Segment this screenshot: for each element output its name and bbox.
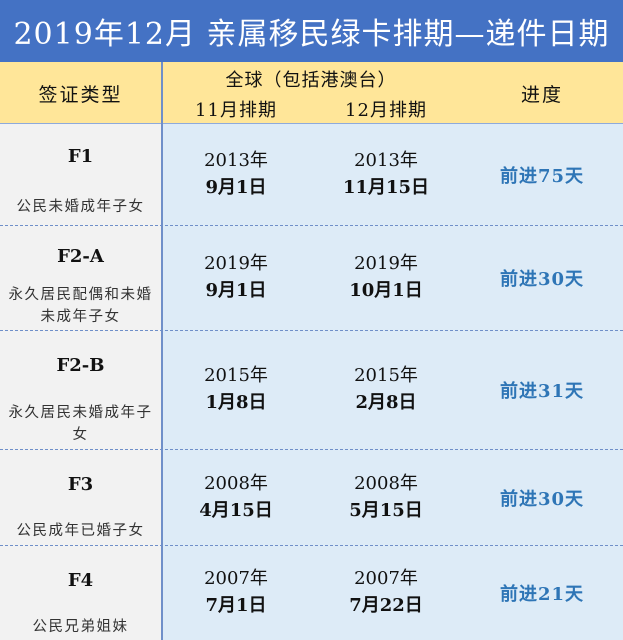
dec-year: 2007年 [354, 568, 418, 589]
dec-date: 2015年 2月8日 [311, 363, 461, 417]
nov-day: 7月1日 [205, 595, 267, 616]
visa-type-cell: F2-A 永久居民配偶和未婚未成年子女 [0, 226, 161, 330]
table-row: F2-B 永久居民未婚成年子女 2015年 1月8日 2015年 2月8日 前进… [0, 331, 623, 450]
header-visa-type: 签证类型 [38, 83, 123, 106]
dec-date: 2007年 7月22日 [311, 566, 461, 620]
table-row: F1 公民未婚成年子女 2013年 9月1日 2013年 11月15日 前进75… [0, 124, 623, 226]
header-nov-schedule: 11月排期 [195, 100, 277, 121]
dec-day: 10月1日 [349, 280, 423, 301]
dec-date: 2008年 5月15日 [311, 471, 461, 525]
header-dec-schedule: 12月排期 [345, 100, 427, 121]
header-progress: 进度 [520, 83, 563, 106]
dec-year: 2008年 [354, 472, 418, 494]
table-header: 签证类型 全球（包括港澳台） 11月排期 12月排期 进度 [0, 62, 623, 124]
table-row: F2-A 永久居民配偶和未婚未成年子女 2019年 9月1日 2019年 10月… [0, 226, 623, 331]
dec-day: 7月22日 [349, 595, 423, 616]
dec-day: 5月15日 [349, 499, 423, 521]
dec-year: 2019年 [354, 253, 418, 274]
dec-date: 2019年 10月1日 [311, 251, 461, 305]
visa-type-column-bg [0, 124, 161, 640]
progress-value: 前进30天 [499, 269, 585, 290]
dec-date: 2013年 11月15日 [311, 148, 461, 202]
nov-day: 4月15日 [199, 499, 273, 521]
nov-date: 2015年 1月8日 [161, 363, 311, 417]
visa-description: 公民成年已婚子女 [16, 523, 145, 539]
visa-code: F1 [67, 146, 94, 167]
visa-type-cell: F4 公民兄弟姐妹 [0, 546, 161, 640]
visa-code: F2-A [57, 246, 104, 267]
nov-year: 2008年 [204, 472, 268, 494]
dec-day: 2月8日 [355, 392, 417, 413]
visa-type-cell: F1 公民未婚成年子女 [0, 124, 161, 225]
header-global-group: 全球（包括港澳台） 11月排期 12月排期 [161, 62, 461, 124]
visa-code: F2-B [56, 355, 105, 376]
visa-description: 公民兄弟姐妹 [32, 619, 129, 635]
visa-code: F4 [67, 570, 94, 591]
visa-description: 公民未婚成年子女 [16, 199, 145, 215]
nov-day: 1月8日 [205, 392, 267, 413]
page-title: 2019年12月 亲属移民绿卡排期—递件日期 [0, 0, 623, 62]
visa-type-cell: F3 公民成年已婚子女 [0, 450, 161, 545]
progress-value: 前进75天 [499, 165, 585, 187]
nov-year: 2015年 [204, 365, 268, 386]
column-divider [161, 62, 163, 640]
visa-type-cell: F2-B 永久居民未婚成年子女 [0, 331, 161, 449]
dec-day: 11月15日 [342, 176, 430, 198]
table-row: F3 公民成年已婚子女 2008年 4月15日 2008年 5月15日 前进30… [0, 450, 623, 546]
header-global: 全球（包括港澳台） [225, 70, 397, 91]
nov-year: 2007年 [204, 568, 268, 589]
nov-date: 2007年 7月1日 [161, 566, 311, 620]
progress-value: 前进31天 [499, 381, 585, 402]
nov-date: 2013年 9月1日 [161, 148, 311, 202]
table-row: F4 公民兄弟姐妹 2007年 7月1日 2007年 7月22日 前进21天 [0, 546, 623, 640]
visa-code: F3 [67, 474, 94, 495]
visa-description: 永久居民配偶和未婚未成年子女 [8, 287, 153, 325]
nov-year: 2013年 [204, 149, 268, 171]
progress-value: 前进21天 [499, 584, 585, 605]
progress-value: 前进30天 [499, 488, 585, 510]
visa-description: 永久居民未婚成年子女 [8, 405, 153, 443]
nov-year: 2019年 [204, 253, 268, 274]
nov-date: 2019年 9月1日 [161, 251, 311, 305]
nov-day: 9月1日 [205, 280, 267, 301]
nov-day: 9月1日 [205, 176, 267, 198]
dec-year: 2015年 [354, 365, 418, 386]
dec-year: 2013年 [354, 149, 418, 171]
nov-date: 2008年 4月15日 [161, 471, 311, 525]
